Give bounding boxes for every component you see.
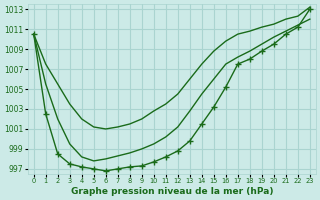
X-axis label: Graphe pression niveau de la mer (hPa): Graphe pression niveau de la mer (hPa) (70, 187, 273, 196)
